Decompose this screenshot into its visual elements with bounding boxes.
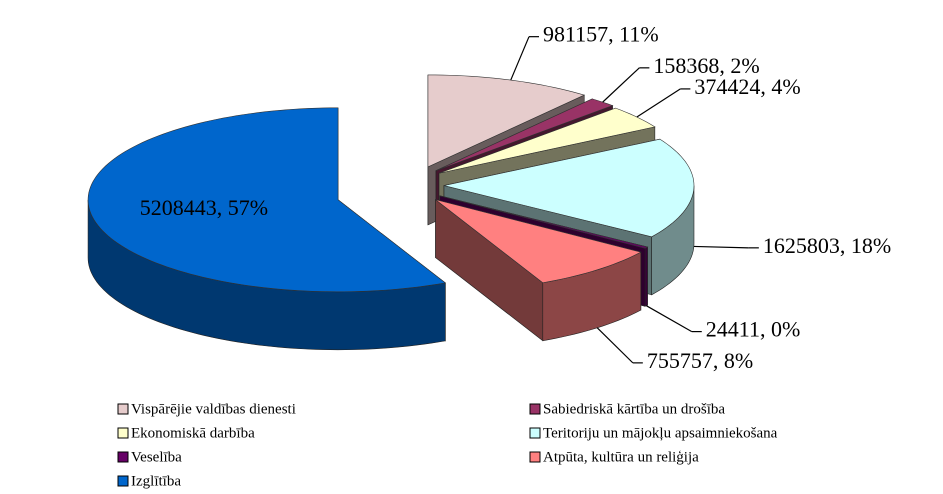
slice (438, 107, 656, 174)
legend-swatch (529, 451, 541, 463)
leader-line (596, 327, 634, 364)
legend-swatch (529, 427, 541, 439)
slice (435, 199, 642, 284)
legend-swatch (117, 403, 129, 415)
slice (427, 74, 586, 168)
legend-swatch (117, 475, 129, 487)
slice (443, 138, 695, 238)
slice (439, 195, 649, 249)
leader-line (602, 67, 640, 103)
value-label: 755757, 8% (647, 348, 753, 373)
legend-label: Teritoriju un mājokļu apsaimniekošana (543, 425, 778, 441)
value-label: 24411, 0% (706, 317, 801, 342)
legend-label: Vispārējie valdības dienesti (131, 401, 296, 417)
legend-label: Ekonomiskā darbība (131, 425, 255, 441)
leader-line (693, 245, 749, 249)
value-label: 158368, 2% (653, 53, 759, 78)
value-label: 5208443, 57% (140, 195, 268, 220)
slice-wall (644, 246, 648, 307)
legend-swatch (529, 403, 541, 415)
legend-label: Sabiedriskā kārtība un drošība (543, 401, 725, 417)
legend-label: Atpūta, kultūra un reliģija (543, 449, 699, 465)
legend-swatch (117, 427, 129, 439)
leader-line (646, 305, 693, 333)
legend-label: Izglītība (131, 473, 181, 489)
value-label: 981157, 11% (543, 22, 659, 47)
legend-label: Veselība (131, 449, 182, 465)
legend-swatch (117, 451, 129, 463)
value-label: 374424, 4% (694, 74, 800, 99)
value-label: 1625803, 18% (763, 233, 891, 258)
slice (87, 107, 447, 293)
leader-line (510, 36, 530, 81)
leader-line (636, 88, 681, 118)
